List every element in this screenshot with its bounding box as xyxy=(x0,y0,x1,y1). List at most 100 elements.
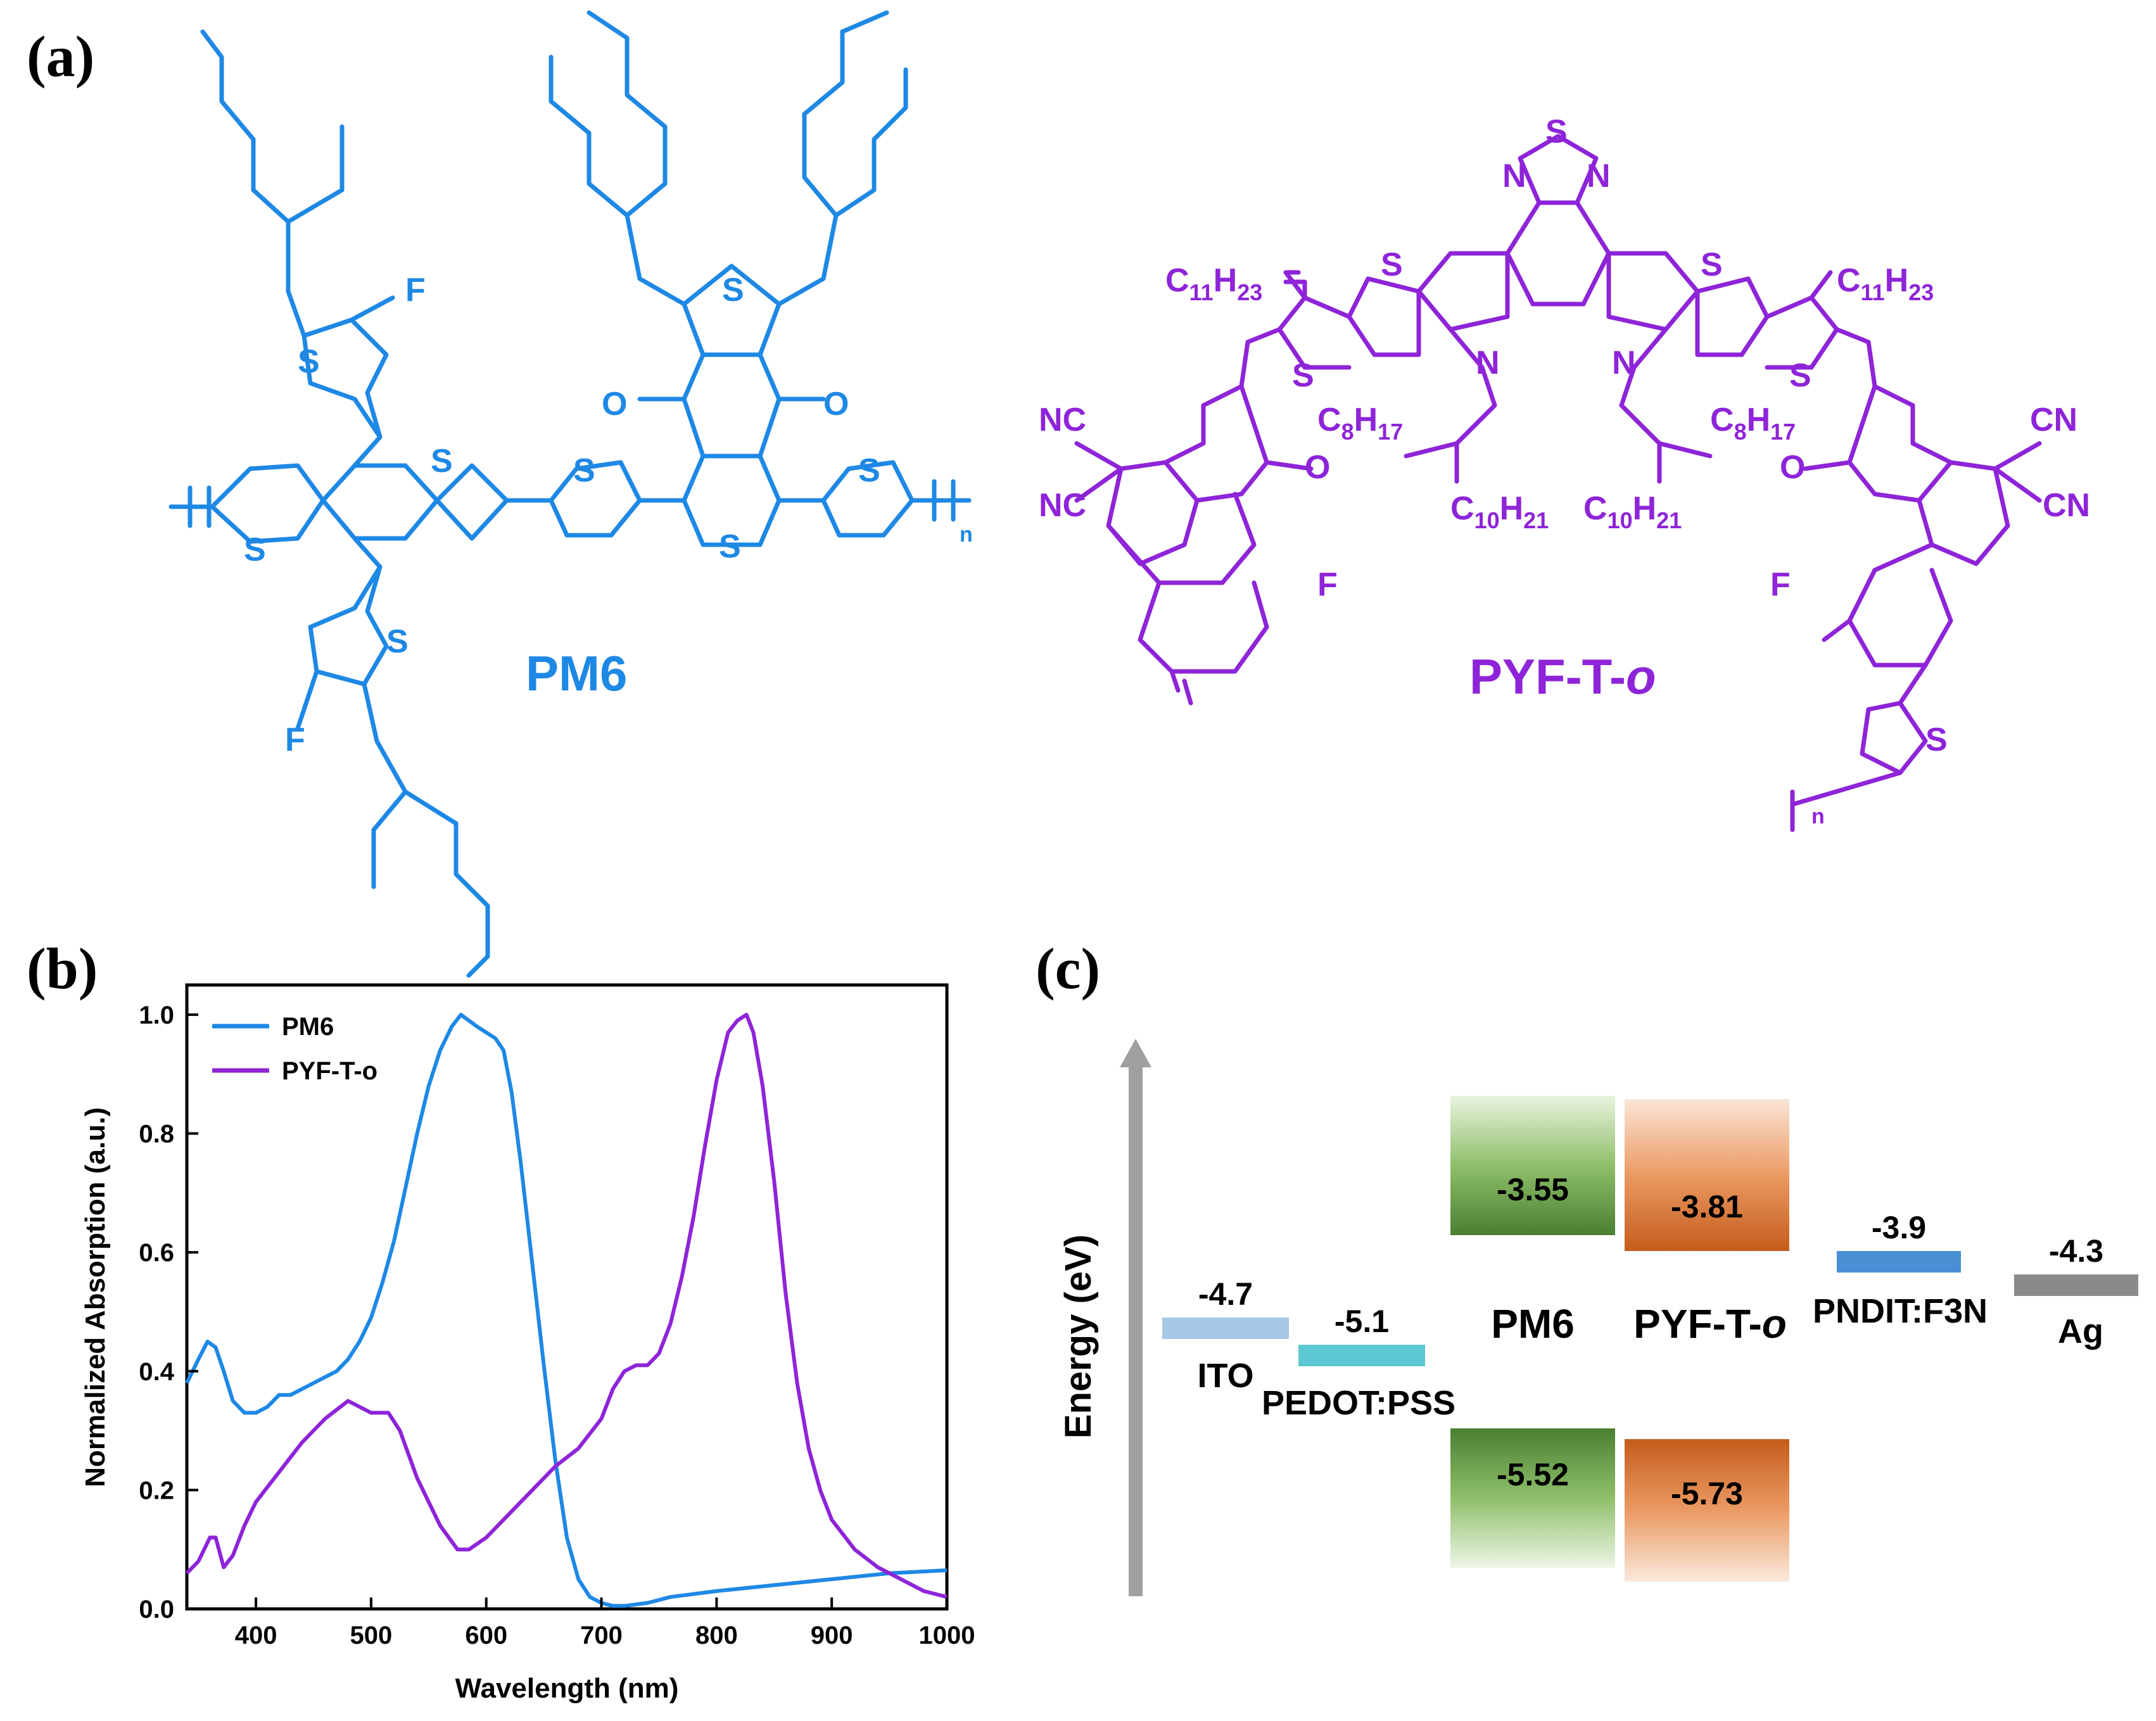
pedot-label: PEDOT:PSS xyxy=(1262,1384,1455,1422)
ag-label: Ag xyxy=(2058,1312,2103,1350)
pm6-atom-s-bdd: S xyxy=(722,272,744,308)
svg-text:C10H21: C10H21 xyxy=(1450,490,1549,533)
svg-text:C11H23: C11H23 xyxy=(1837,262,1934,305)
pyf-c8h17-right: C8H17 xyxy=(1710,402,1796,445)
pyf-atom-labels: S N N S S S S N N C11H23 C11H23 C8H17 C8… xyxy=(1039,113,2090,829)
pm6-atom-f-bottom: F xyxy=(285,721,305,758)
x-tick-label: 900 xyxy=(811,1622,853,1649)
pyf-atom-s-right1: S xyxy=(1701,246,1723,283)
pndit-value: -3.9 xyxy=(1872,1210,1926,1245)
energy-axis-arrow-head xyxy=(1120,1039,1151,1067)
pyf-c8h17-left: C8H17 xyxy=(1317,402,1403,445)
series-line-0 xyxy=(185,1012,948,1608)
pyf-atom-n: n xyxy=(1811,804,1825,829)
pm6-lumo-value: -3.55 xyxy=(1497,1172,1569,1207)
x-tick-label: 1000 xyxy=(919,1622,975,1649)
pm6-homo-value: -5.52 xyxy=(1497,1457,1569,1492)
pyf-lumo-block xyxy=(1625,1099,1789,1251)
svg-text:C8H17: C8H17 xyxy=(1710,402,1796,445)
svg-text:C8H17: C8H17 xyxy=(1317,402,1403,445)
y-tick-label: 0.0 xyxy=(139,1596,174,1623)
pyf-atom-n-left: N xyxy=(1476,345,1500,381)
pyf-atom-nc-top: NC xyxy=(1039,402,1086,438)
legend-label: PYF-T-o xyxy=(282,1057,377,1085)
pyf-atom-cn-top: CN xyxy=(2030,402,2077,438)
pm6-diagram-label: PM6 xyxy=(1491,1301,1575,1347)
series-line-1 xyxy=(185,1012,948,1599)
x-tick-label: 600 xyxy=(465,1622,507,1649)
pyf-structure xyxy=(1074,134,2042,832)
pyf-lumo-value: -3.81 xyxy=(1671,1189,1743,1224)
pyf-homo-block xyxy=(1625,1439,1789,1582)
pyf-atom-s-end: S xyxy=(1925,721,1948,758)
pyf-atom-s-left1: S xyxy=(1381,246,1403,283)
ito-level-bar xyxy=(1162,1318,1289,1339)
pyf-c11h23-right: C11H23 xyxy=(1837,262,1934,305)
legend-label: PM6 xyxy=(282,1013,334,1041)
pyf-atom-cn-bottom: CN xyxy=(2043,487,2090,524)
y-tick-label: 0.8 xyxy=(139,1121,174,1148)
pyf-c11h23-left: C11H23 xyxy=(1165,262,1262,305)
x-tick-label: 800 xyxy=(695,1622,738,1649)
pyf-atom-s-td: S xyxy=(1545,113,1568,150)
x-tick-label: 700 xyxy=(580,1622,623,1649)
pyf-atom-s-right2: S xyxy=(1789,357,1811,394)
pyf-atom-f-right: F xyxy=(1770,566,1791,603)
pm6-homo-block xyxy=(1450,1428,1615,1568)
panel-b-label: (b) xyxy=(27,936,98,1001)
pndit-label: PNDIT:F3N xyxy=(1813,1292,1988,1330)
pndit-level-bar xyxy=(1837,1251,1961,1273)
pyf-atom-o-left: O xyxy=(1305,449,1330,486)
pyf-name: PYF-T-o xyxy=(1469,649,1656,704)
pm6-atom-n: n xyxy=(960,523,973,547)
y-tick-label: 1.0 xyxy=(139,1001,174,1029)
energy-diagram: Energy (eV) -4.7 ITO -5.1 PEDOT:PSS -3.5… xyxy=(1058,1039,2138,1596)
pyf-atom-n-right: N xyxy=(1612,345,1636,381)
pyf-atom-f-left: F xyxy=(1317,566,1338,603)
pm6-atom-o-left: O xyxy=(602,386,627,422)
pm6-lumo-block xyxy=(1450,1096,1615,1235)
panel-c-label: (c) xyxy=(1036,936,1100,1001)
ag-level-bar xyxy=(2014,1274,2138,1296)
x-tick-label: 500 xyxy=(350,1622,393,1649)
svg-text:C11H23: C11H23 xyxy=(1165,262,1262,305)
absorption-chart: 400 500 600 700 800 900 1000 0.0 0.2 0.4 0.6 0.8 1.0… xyxy=(80,983,975,1704)
pyf-c10h21-right: C10H21 xyxy=(1583,490,1682,533)
pm6-atom-f-top: F xyxy=(405,272,426,308)
chart-ticks: 400 500 600 700 800 900 1000 0.0 0.2 0.4 0.6 0.8 1.0 xyxy=(139,1001,975,1649)
chart-series xyxy=(185,1012,948,1608)
ito-value: -4.7 xyxy=(1198,1276,1253,1312)
pm6-atom-s-top: S xyxy=(298,343,320,380)
pm6-atom-s-bdd2: S xyxy=(719,528,741,565)
ito-label: ITO xyxy=(1197,1357,1253,1395)
y-tick-label: 0.4 xyxy=(139,1358,174,1386)
pyf-diagram-label: PYF-T-o xyxy=(1633,1301,1787,1347)
panel-a-label: (a) xyxy=(27,24,94,89)
svg-text:C10H21: C10H21 xyxy=(1583,490,1682,533)
y-tick-label: 0.2 xyxy=(139,1477,174,1504)
pyf-atom-n-td2: N xyxy=(1587,158,1611,194)
pm6-atom-o-right: O xyxy=(823,386,849,422)
pyf-atom-o-right: O xyxy=(1780,449,1805,486)
pyf-atom-n-td1: N xyxy=(1502,158,1526,194)
pm6-atom-labels: F S S S S F S S O O S S n xyxy=(244,272,973,758)
pedot-value: -5.1 xyxy=(1335,1304,1389,1339)
energy-axis-label: Energy (eV) xyxy=(1058,1235,1099,1438)
chart-legend: PM6 PYF-T-o xyxy=(212,1013,377,1085)
pm6-atom-s-end: S xyxy=(858,452,880,489)
pyf-homo-value: -5.73 xyxy=(1671,1476,1743,1511)
y-tick-label: 0.6 xyxy=(139,1239,174,1267)
energy-axis-arrow-shaft xyxy=(1129,1064,1143,1596)
pm6-atom-s-thio: S xyxy=(573,452,595,489)
pyf-atom-s-left2: S xyxy=(1292,357,1314,394)
pm6-structure xyxy=(168,10,972,978)
pm6-name: PM6 xyxy=(526,645,627,701)
pm6-atom-s-bdt2: S xyxy=(244,531,266,568)
chart-xlabel: Wavelength (nm) xyxy=(455,1673,679,1704)
pm6-atom-s-bottom: S xyxy=(386,623,409,660)
ag-value: -4.3 xyxy=(2049,1233,2103,1269)
pyf-c10h21-left: C10H21 xyxy=(1450,490,1549,533)
chart-ylabel: Normalized Absorption (a.u.) xyxy=(80,1107,111,1487)
